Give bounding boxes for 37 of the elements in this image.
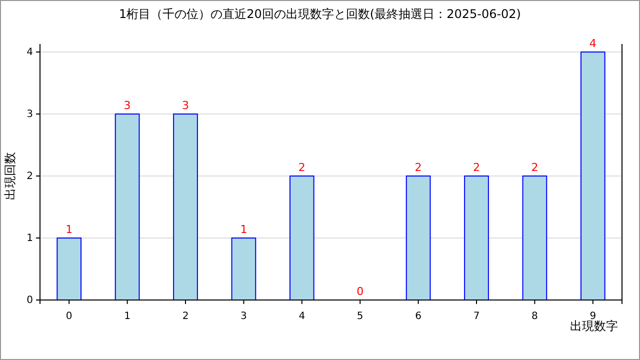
bar <box>231 238 256 300</box>
data-label: 0 <box>356 285 364 298</box>
x-tick-label: 7 <box>473 311 480 322</box>
y-tick-label: 1 <box>26 233 33 244</box>
bar <box>114 114 140 300</box>
data-label: 2 <box>298 161 306 174</box>
data-label: 2 <box>414 161 422 174</box>
bar <box>406 176 431 300</box>
y-tick-label: 3 <box>26 109 33 120</box>
x-tick-label: 8 <box>532 311 538 322</box>
chart-title: 1桁目（千の位）の直近20回の出現数字と回数(最終抽選日：2025-06-02) <box>118 7 522 21</box>
y-axis-title: 出現回数 <box>3 152 17 200</box>
data-label: 4 <box>589 37 596 50</box>
y-tick-label: 0 <box>26 295 33 306</box>
x-axis-title: 出現数字 <box>570 319 618 333</box>
x-tick-label: 5 <box>356 311 364 322</box>
bar <box>289 176 314 300</box>
bar <box>173 114 198 300</box>
data-label: 2 <box>473 161 480 174</box>
data-label: 1 <box>240 223 248 236</box>
bar <box>580 52 606 300</box>
y-tick-label: 4 <box>26 47 33 58</box>
x-tick-label: 1 <box>124 311 130 322</box>
data-label: 3 <box>124 99 131 112</box>
x-tick-label: 0 <box>66 311 72 322</box>
bar <box>56 238 82 300</box>
bar <box>464 176 489 300</box>
data-label: 2 <box>531 161 538 174</box>
data-label: 3 <box>182 99 189 112</box>
bar <box>522 176 548 300</box>
data-label: 1 <box>66 223 73 236</box>
x-tick-label: 4 <box>298 311 306 322</box>
x-tick-label: 3 <box>240 311 247 322</box>
x-tick-label: 2 <box>182 311 189 322</box>
x-tick-label: 6 <box>415 311 422 322</box>
x-tick-label: 9 <box>590 311 596 322</box>
y-tick-label: 2 <box>26 171 33 182</box>
